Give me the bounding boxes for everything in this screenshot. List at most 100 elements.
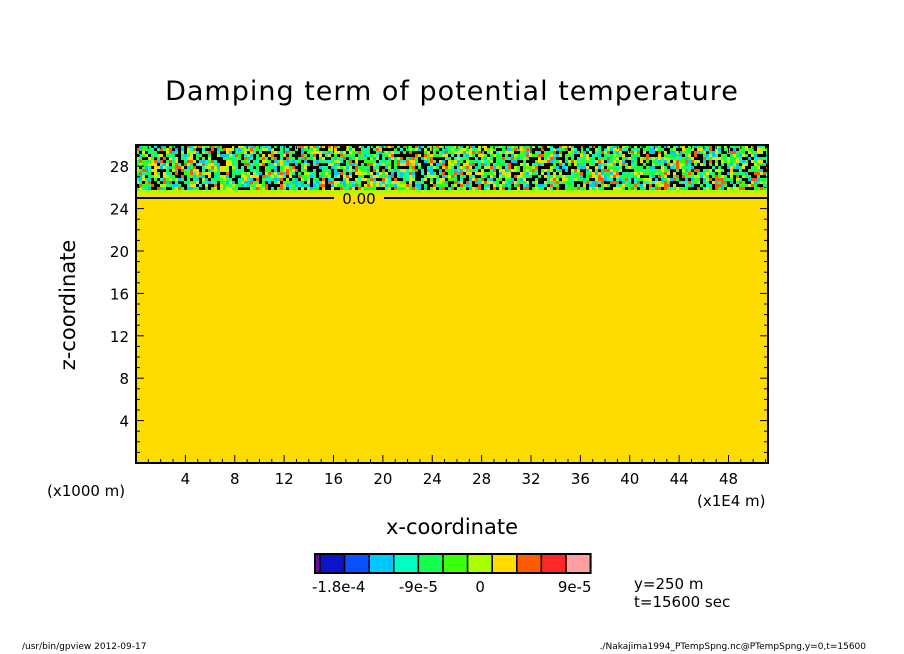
- field-cell: [178, 151, 181, 154]
- field-cell: [568, 178, 571, 181]
- field-cell: [703, 160, 706, 163]
- field-cell: [289, 187, 292, 190]
- field-cell: [184, 163, 187, 166]
- field-cell: [763, 148, 766, 151]
- field-cell: [145, 169, 148, 172]
- field-cell: [472, 172, 475, 175]
- field-cell: [358, 145, 361, 148]
- field-cell: [562, 145, 565, 148]
- field-cell: [553, 145, 556, 148]
- field-cell: [715, 154, 718, 157]
- field-cell: [736, 157, 739, 160]
- field-cell: [688, 163, 691, 166]
- field-cell: [331, 175, 334, 178]
- field-cell: [199, 157, 202, 160]
- field-cell: [298, 181, 301, 184]
- field-cell: [631, 160, 634, 163]
- field-cell: [352, 157, 355, 160]
- field-cell: [172, 151, 175, 154]
- field-cell: [682, 145, 685, 148]
- field-cell: [322, 160, 325, 163]
- field-cell: [199, 160, 202, 163]
- field-cell: [463, 169, 466, 172]
- field-cell: [511, 187, 514, 190]
- field-cell: [322, 181, 325, 184]
- field-cell: [379, 166, 382, 169]
- field-cell: [622, 145, 625, 148]
- field-cell: [445, 184, 448, 187]
- field-cell: [748, 178, 751, 181]
- field-cell: [616, 181, 619, 184]
- field-cell: [259, 160, 262, 163]
- field-cell: [433, 151, 436, 154]
- field-cell: [706, 151, 709, 154]
- field-cell: [196, 160, 199, 163]
- field-cell: [520, 181, 523, 184]
- field-cell: [763, 178, 766, 181]
- field-cell: [148, 157, 151, 160]
- field-cell: [637, 175, 640, 178]
- field-cell: [532, 169, 535, 172]
- field-cell: [337, 166, 340, 169]
- field-cell: [421, 172, 424, 175]
- field-cell: [328, 184, 331, 187]
- field-cell: [307, 178, 310, 181]
- field-cell: [664, 151, 667, 154]
- field-cell: [628, 184, 631, 187]
- field-cell: [523, 154, 526, 157]
- field-cell: [196, 184, 199, 187]
- field-cell: [430, 151, 433, 154]
- field-cell: [634, 154, 637, 157]
- field-cell: [580, 178, 583, 181]
- field-cell: [199, 175, 202, 178]
- field-cell: [733, 181, 736, 184]
- field-cell: [619, 163, 622, 166]
- field-cell: [706, 184, 709, 187]
- field-cell: [547, 157, 550, 160]
- field-cell: [499, 166, 502, 169]
- field-cell: [601, 145, 604, 148]
- field-cell: [580, 181, 583, 184]
- field-cell: [703, 178, 706, 181]
- field-cell: [148, 151, 151, 154]
- field-cell: [400, 166, 403, 169]
- field-cell: [736, 172, 739, 175]
- field-cell: [460, 163, 463, 166]
- field-cell: [346, 187, 349, 190]
- field-cell: [412, 151, 415, 154]
- field-cell: [697, 178, 700, 181]
- field-cell: [391, 148, 394, 151]
- field-cell: [559, 172, 562, 175]
- field-cell: [511, 178, 514, 181]
- field-cell: [631, 184, 634, 187]
- field-cell: [280, 160, 283, 163]
- field-cell: [424, 160, 427, 163]
- field-cell: [562, 157, 565, 160]
- field-cell: [601, 148, 604, 151]
- field-cell: [637, 184, 640, 187]
- field-cell: [685, 157, 688, 160]
- field-cell: [694, 172, 697, 175]
- field-cell: [568, 160, 571, 163]
- field-cell: [544, 157, 547, 160]
- field-cell: [358, 148, 361, 151]
- field-cell: [736, 151, 739, 154]
- field-cell: [337, 181, 340, 184]
- field-cell: [760, 148, 763, 151]
- field-cell: [295, 181, 298, 184]
- field-cell: [499, 172, 502, 175]
- field-cell: [169, 181, 172, 184]
- field-cell: [484, 151, 487, 154]
- field-cell: [616, 169, 619, 172]
- field-cell: [742, 187, 745, 190]
- field-cell: [244, 160, 247, 163]
- field-cell: [577, 175, 580, 178]
- field-cell: [310, 145, 313, 148]
- field-cell: [211, 151, 214, 154]
- field-cell: [736, 148, 739, 151]
- field-cell: [370, 145, 373, 148]
- field-cell: [256, 163, 259, 166]
- field-cell: [193, 145, 196, 148]
- field-cell: [709, 157, 712, 160]
